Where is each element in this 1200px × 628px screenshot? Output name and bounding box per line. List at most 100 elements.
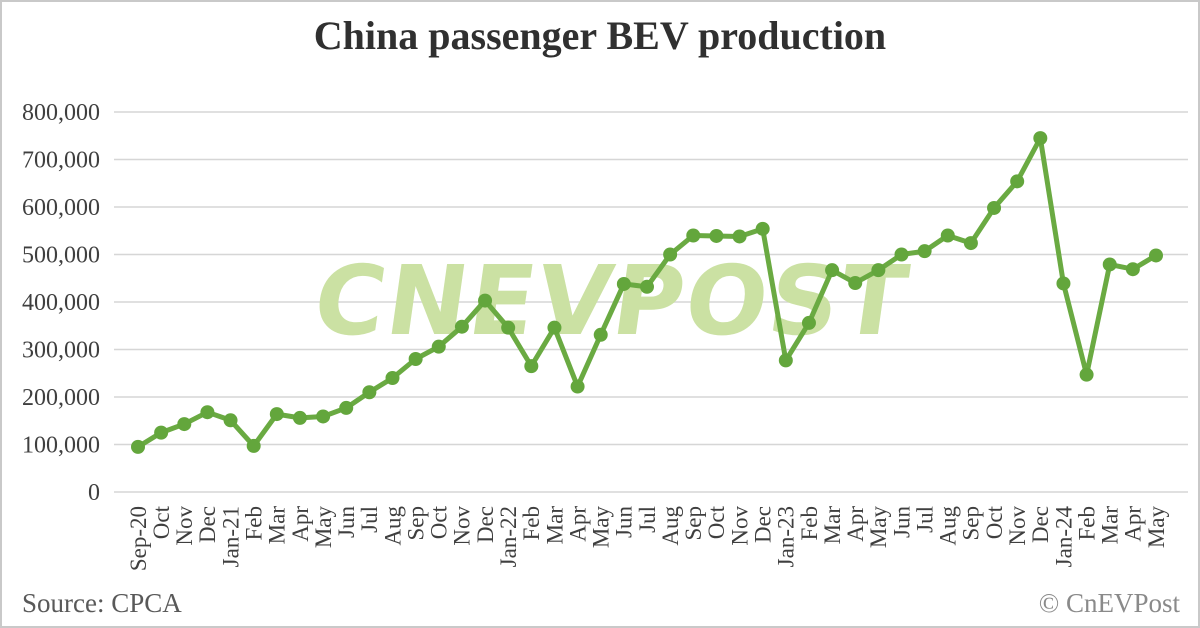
x-tick-label: Sep-20 — [126, 506, 151, 571]
x-tick-label: Jun — [334, 506, 359, 538]
data-point — [825, 263, 840, 278]
data-point — [292, 410, 307, 425]
x-tick-label: Dec — [751, 506, 776, 543]
data-point — [686, 228, 701, 243]
data-point — [963, 236, 978, 251]
data-point — [917, 244, 932, 259]
data-point — [640, 279, 654, 294]
x-tick-label: Sep — [681, 506, 706, 541]
x-tick-label: Sep — [403, 506, 428, 541]
x-tick-label: Aug — [658, 506, 683, 546]
data-point — [778, 353, 793, 368]
y-tick-label: 500,000 — [22, 242, 100, 268]
data-point — [431, 339, 446, 354]
x-tick-label: Mar — [820, 506, 845, 545]
source-label: Source: CPCA — [22, 588, 182, 618]
data-point — [709, 228, 724, 243]
y-tick-label: 700,000 — [22, 147, 100, 173]
data-point — [478, 293, 493, 308]
x-tick-label: Dec — [1028, 506, 1053, 543]
x-tick-label: Oct — [149, 505, 174, 539]
data-point — [200, 405, 215, 420]
x-tick-label: Jan-21 — [218, 506, 243, 567]
x-tick-label: Jun — [889, 506, 914, 538]
data-point — [732, 229, 747, 244]
x-tick-label: Jun — [612, 506, 637, 538]
data-point — [1079, 367, 1094, 382]
watermark: CNEVPOST — [307, 244, 916, 356]
y-tick-label: 100,000 — [22, 432, 100, 458]
x-tick-label: Jan-22 — [496, 506, 521, 567]
data-point — [547, 320, 562, 335]
x-tick-label: Sep — [959, 506, 984, 541]
y-tick-label: 0 — [88, 480, 100, 506]
x-tick-label: Nov — [172, 506, 197, 546]
y-tick-label: 800,000 — [22, 100, 100, 126]
chart-title: China passenger BEV production — [313, 13, 887, 58]
x-tick-label: Apr — [288, 506, 313, 542]
data-point — [408, 352, 423, 366]
data-point — [1102, 257, 1117, 272]
x-tick-label: May — [589, 506, 614, 549]
x-tick-label: Nov — [727, 506, 752, 546]
x-tick-label: Jul — [635, 506, 660, 533]
data-point — [177, 417, 192, 432]
copyright-label: © CnEVPost — [1038, 588, 1180, 618]
x-tick-label: Jan-24 — [1051, 506, 1076, 568]
data-point — [154, 425, 169, 440]
data-point — [1010, 174, 1025, 189]
x-tick-label: Apr — [565, 506, 590, 542]
data-point — [894, 247, 909, 262]
x-tick-label: Apr — [1121, 506, 1146, 542]
y-tick-label: 200,000 — [22, 385, 100, 411]
x-tick-label: Aug — [380, 506, 405, 546]
watermark-text: CNEVPOST — [307, 244, 916, 356]
y-tick-label: 600,000 — [22, 195, 100, 221]
data-point — [1149, 248, 1163, 263]
x-tick-label: Jul — [357, 506, 382, 533]
x-tick-label: Feb — [519, 506, 544, 541]
data-point — [524, 359, 539, 374]
data-point — [362, 385, 377, 400]
data-point — [131, 439, 145, 454]
data-point — [246, 438, 261, 453]
x-tick-label: Mar — [542, 506, 567, 545]
x-tick-label: Mar — [265, 506, 290, 545]
data-point — [848, 276, 863, 290]
data-point — [316, 409, 331, 424]
x-tick-label: Oct — [427, 505, 452, 539]
data-point — [801, 315, 816, 330]
data-point — [616, 276, 631, 291]
data-point — [593, 327, 608, 342]
data-point — [339, 400, 354, 415]
x-tick-label: Feb — [797, 506, 822, 541]
data-point — [755, 221, 770, 236]
x-tick-label: May — [1144, 506, 1169, 549]
data-point — [987, 200, 1002, 215]
x-tick-label: Dec — [195, 506, 220, 543]
data-point — [663, 247, 678, 262]
data-point — [223, 413, 238, 428]
data-point — [940, 228, 955, 243]
data-point — [454, 319, 469, 334]
data-point — [871, 263, 886, 278]
x-tick-label: May — [866, 506, 891, 549]
x-tick-label: Jul — [912, 506, 937, 533]
y-tick-label: 300,000 — [22, 337, 100, 363]
x-tick-label: Feb — [1074, 506, 1099, 541]
x-tick-label: Oct — [704, 505, 729, 539]
x-tick-label: Nov — [450, 506, 475, 546]
x-tick-label: Oct — [982, 505, 1007, 539]
data-point — [1125, 262, 1140, 277]
data-point — [1056, 276, 1071, 291]
y-tick-label: 400,000 — [22, 290, 100, 316]
data-point — [385, 371, 400, 385]
data-point — [269, 407, 284, 422]
x-tick-label: Nov — [1005, 506, 1030, 546]
x-tick-label: Dec — [473, 506, 498, 543]
x-tick-label: Jan-23 — [774, 506, 799, 567]
x-tick-label: Aug — [936, 506, 961, 546]
data-point — [570, 379, 585, 394]
x-tick-label: May — [311, 506, 336, 549]
